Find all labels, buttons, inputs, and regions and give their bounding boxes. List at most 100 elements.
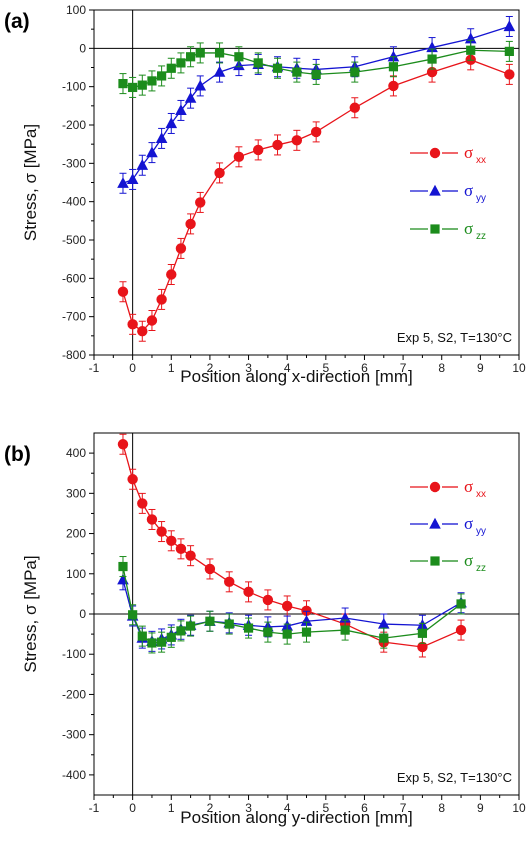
legend-entry-zz: σ zz (410, 551, 486, 574)
data-point-zz (253, 58, 263, 68)
data-point-zz (137, 631, 147, 641)
data-point-xx (417, 641, 428, 653)
data-point-yy (155, 132, 168, 144)
data-point-zz (504, 46, 514, 56)
data-point-xx (185, 550, 196, 561)
data-point-yy (300, 615, 313, 626)
data-point-zz (466, 45, 476, 55)
x-tick-label: -1 (89, 801, 100, 815)
y-tick-label: 0 (79, 41, 86, 55)
x-tick-label: 5 (322, 801, 329, 815)
data-point-yy (387, 50, 400, 62)
data-point-xx (175, 543, 187, 555)
data-point-zz (176, 58, 186, 68)
data-point-zz (147, 76, 157, 86)
legend-entry-yy: σ yy (410, 181, 486, 204)
x-tick-label: 7 (400, 361, 407, 375)
legend-label-subscript: zz (476, 563, 486, 574)
x-tick-label: 9 (477, 361, 484, 375)
y-tick-label: -300 (62, 156, 86, 170)
series-xx (117, 49, 515, 342)
y-tick-label: -200 (62, 118, 86, 132)
data-point-zz (166, 632, 176, 642)
x-tick-label: 0 (129, 361, 136, 375)
x-tick-label: 2 (207, 361, 214, 375)
legend: σ xx σ yy σ zz (410, 143, 486, 242)
data-point-xx (146, 514, 158, 525)
legend-label-subscript: yy (476, 526, 486, 537)
data-point-xx (185, 218, 196, 230)
legend-marker-yy (429, 517, 441, 529)
data-point-xx (204, 563, 216, 575)
data-point-zz (118, 79, 128, 89)
y-axis-label: Stress, σ [MPa] (21, 124, 40, 241)
data-point-zz (427, 54, 437, 64)
legend-entry-xx: σ xx (410, 143, 486, 166)
y-tick-label: -300 (62, 728, 86, 742)
condition-annotation: Exp 5, S2, T=130°C (397, 770, 512, 785)
data-point-xx (166, 269, 177, 280)
y-tick-label: -200 (62, 687, 86, 701)
x-axis-label: Position along x-direction [mm] (180, 367, 412, 386)
data-point-zz (185, 52, 196, 62)
x-tick-label: 8 (438, 801, 445, 815)
data-point-yy (136, 159, 149, 170)
data-point-xx (388, 80, 399, 92)
data-point-zz (128, 82, 138, 93)
legend-label-subscript: yy (476, 193, 486, 204)
x-tick-label: 1 (168, 801, 175, 815)
y-tick-label: 200 (66, 527, 86, 541)
data-point-zz (243, 623, 254, 633)
data-point-zz (272, 63, 283, 73)
x-tick-label: 2 (207, 801, 214, 815)
data-point-xx (137, 498, 148, 509)
data-point-yy (175, 104, 187, 116)
data-point-zz (388, 62, 399, 72)
legend-label-subscript: zz (476, 231, 486, 242)
x-axis-label: Position along y-direction [mm] (180, 808, 412, 827)
data-point-zz (282, 629, 292, 639)
y-axis-label: Stress, σ [MPa] (21, 555, 40, 672)
data-point-zz (157, 71, 167, 81)
data-point-xx (224, 576, 235, 588)
series-yy (117, 15, 516, 194)
x-tick-label: 7 (400, 801, 407, 815)
chart-panel-b: -1 0 1 2 3 4 5 6 7 8 9 10 -400 -300 -200 -100 0 100 200 300… (4, 432, 526, 827)
legend-label: σ (464, 477, 473, 496)
data-point-xx (127, 319, 138, 330)
x-tick-label: 8 (438, 361, 445, 375)
data-point-xx (262, 594, 274, 606)
data-point-xx (156, 526, 167, 537)
data-point-xx (175, 243, 187, 254)
y-tick-label: 300 (66, 486, 86, 500)
x-tick-label: 5 (322, 361, 329, 375)
y-tick-label: 100 (66, 567, 86, 581)
legend-entry-yy: σ yy (410, 514, 486, 537)
data-point-zz (350, 67, 360, 77)
data-point-zz (379, 633, 389, 643)
data-point-zz (340, 625, 350, 635)
data-point-zz (311, 69, 321, 79)
data-point-zz (195, 48, 205, 58)
data-point-yy (213, 65, 226, 77)
legend-marker-zz (430, 224, 440, 234)
data-point-zz (176, 626, 186, 636)
data-point-xx (214, 167, 225, 179)
data-point-yy (165, 117, 178, 129)
x-tick-label: 0 (129, 801, 136, 815)
y-tick-label: -600 (62, 271, 86, 285)
x-tick-label: 9 (477, 801, 484, 815)
series-zz (118, 39, 514, 98)
condition-annotation: Exp 5, S2, T=130°C (397, 330, 512, 345)
y-tick-label: -500 (62, 233, 86, 247)
y-tick-label: -400 (62, 768, 86, 782)
data-point-zz (137, 80, 147, 90)
legend-marker-zz (430, 556, 440, 566)
legend-marker-xx (429, 481, 441, 493)
data-point-xx (349, 102, 360, 113)
data-point-zz (205, 616, 215, 626)
data-point-zz (118, 561, 128, 572)
legend-label: σ (464, 219, 473, 238)
data-point-xx (281, 600, 293, 612)
